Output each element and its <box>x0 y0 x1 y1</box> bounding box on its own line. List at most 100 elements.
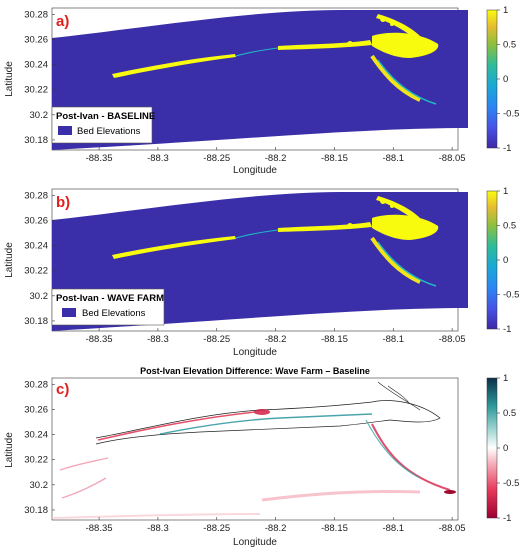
diff-hotspots-c <box>254 409 456 494</box>
x-tick-label: -88.2 <box>265 334 287 345</box>
eastern-shoal-a <box>372 32 439 58</box>
x-tick-label: -88.25 <box>203 523 230 534</box>
northern-spit-b <box>376 196 420 220</box>
y-ticks-c: 30.28 30.26 30.24 30.22 30.2 30.18 <box>24 379 55 516</box>
plot-area-c <box>51 377 459 521</box>
legend-a: Post-Ivan - BASELINE Bed Elevations <box>51 106 155 144</box>
y-tick-label: 30.24 <box>24 60 48 71</box>
x-tick-label: -88.15 <box>321 334 348 345</box>
spit-fringe-b <box>235 229 279 239</box>
y-tick-label: 30.22 <box>24 85 48 96</box>
x-label-a: Longitude <box>233 165 277 176</box>
x-ticks-c: -88.35 -88.3 -88.25 -88.2 -88.15 -88.1 -88.05 <box>86 517 466 534</box>
colorbar-tick-label: 0.5 <box>503 408 516 419</box>
western-spit-a <box>112 54 236 78</box>
x-tick-label: -88.05 <box>439 153 466 164</box>
panel-label-a: a) <box>56 13 69 30</box>
southern-arc-fringe-a <box>377 59 437 105</box>
colorbar-tick-label: -0.5 <box>503 290 519 301</box>
y-tick-label: 30.22 <box>24 266 48 277</box>
colorbar-tick-label: 0 <box>503 255 508 266</box>
x-tick-label: -88.25 <box>203 334 230 345</box>
legend-b: Post-Ivan - WAVE FARM Bed Elevations <box>51 288 165 326</box>
colorbar-tick-label: 0.5 <box>503 40 516 51</box>
colorbar-tick-label: 1 <box>503 186 508 197</box>
diff-bottom-red-c <box>261 489 421 502</box>
y-ticks-a: 30.28 30.26 30.24 30.22 30.2 30.18 <box>24 9 55 146</box>
x-tick-label: -88.15 <box>321 523 348 534</box>
x-tick-label: -88.35 <box>86 334 113 345</box>
y-tick-label: 30.26 <box>24 215 48 226</box>
x-label-b: Longitude <box>233 347 277 358</box>
islets-b <box>347 198 394 229</box>
x-tick-label: -88.05 <box>439 523 466 534</box>
y-label-b: Latitude <box>4 242 15 278</box>
colorbar-tick-label: 0 <box>503 443 508 454</box>
diff-spit-red-c <box>97 411 256 441</box>
colorbar-tick-label: -1 <box>503 324 511 335</box>
y-tick-label: 30.2 <box>30 110 49 121</box>
colorbar-tick-label: -0.5 <box>503 478 519 489</box>
y-tick-label: 30.24 <box>24 430 48 441</box>
diff-spit-teal-c <box>159 413 373 435</box>
y-tick-label: 30.24 <box>24 241 48 252</box>
x-label-c: Longitude <box>233 537 277 548</box>
southern-arc-fringe-b <box>377 241 437 287</box>
x-tick-label: -88.35 <box>86 153 113 164</box>
y-ticks-b: 30.28 30.26 30.24 30.22 30.2 30.18 <box>24 190 55 327</box>
diff-south-red-c <box>371 423 451 491</box>
x-tick-label: -88.05 <box>439 334 466 345</box>
y-tick-label: 30.28 <box>24 9 48 20</box>
panel-title-c: Post-Ivan Elevation Difference: Wave Far… <box>140 366 370 376</box>
y-tick-label: 30.28 <box>24 190 48 201</box>
legend-title-b: Post-Ivan - WAVE FARM <box>56 293 164 304</box>
colorbar-ticks-a: 1 0.5 0 -0.5 -1 <box>497 5 519 154</box>
panel-label-c: c) <box>56 381 69 398</box>
northern-spit-a <box>376 14 420 38</box>
legend-swatch-b <box>62 308 76 317</box>
x-tick-label: -88.35 <box>86 523 113 534</box>
x-ticks-b: -88.35 -88.3 -88.25 -88.2 -88.15 -88.1 -88.05 <box>86 328 466 345</box>
panel-c: Post-Ivan Elevation Difference: Wave Far… <box>4 366 519 548</box>
colorbar-tick-label: 0.5 <box>503 221 516 232</box>
colorbar-c <box>486 377 498 519</box>
x-tick-label: -88.2 <box>265 523 287 534</box>
legend-swatch-a <box>58 126 72 135</box>
legend-item-a: Bed Elevations <box>77 126 141 137</box>
x-tick-label: -88.3 <box>147 523 169 534</box>
x-tick-label: -88.3 <box>147 153 169 164</box>
y-tick-label: 30.2 <box>30 291 49 302</box>
x-tick-label: -88.1 <box>382 334 404 345</box>
colorbar-tick-label: 1 <box>503 5 508 16</box>
diff-west-red-c <box>59 457 109 499</box>
y-tick-label: 30.26 <box>24 404 48 415</box>
panel-b: b) Post-Ivan - WAVE FARM Bed Elevations … <box>4 186 519 358</box>
diff-south-teal-c <box>365 419 421 479</box>
y-tick-label: 30.18 <box>24 135 48 146</box>
western-spit-b <box>112 236 236 259</box>
x-tick-label: -88.3 <box>147 334 169 345</box>
colorbar-tick-label: -1 <box>503 513 511 524</box>
colorbar-ticks-b: 1 0.5 0 -0.5 -1 <box>497 186 519 335</box>
colorbar-b <box>486 190 498 330</box>
x-tick-label: -88.25 <box>203 153 230 164</box>
y-tick-label: 30.26 <box>24 34 48 45</box>
y-label-a: Latitude <box>4 61 15 97</box>
islets-a <box>347 16 394 47</box>
legend-title-a: Post-Ivan - BASELINE <box>56 111 155 122</box>
y-tick-label: 30.18 <box>24 316 48 327</box>
x-ticks-a: -88.35 -88.3 -88.25 -88.2 -88.15 -88.1 -88.05 <box>86 147 466 164</box>
colorbar-tick-label: 0 <box>503 74 508 85</box>
eastern-shoal-b <box>372 214 439 240</box>
x-tick-label: -88.15 <box>321 153 348 164</box>
x-tick-label: -88.1 <box>382 523 404 534</box>
y-label-c: Latitude <box>4 432 15 468</box>
colorbar-tick-label: 1 <box>503 373 508 384</box>
southern-arc-a <box>370 54 421 102</box>
y-tick-label: 30.2 <box>30 480 49 491</box>
southern-arc-b <box>370 236 421 284</box>
colorbar-tick-label: -1 <box>503 143 511 154</box>
northern-outline-c <box>377 381 421 411</box>
colorbar-ticks-c: 1 0.5 0 -0.5 -1 <box>497 373 519 524</box>
